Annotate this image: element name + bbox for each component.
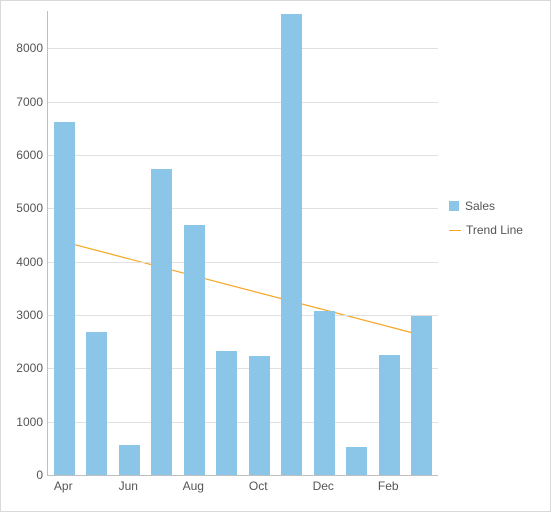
sales-chart: 0 1000 2000 3000 4000 5000 6000 7000 8000 Apr Jun… — [0, 0, 551, 512]
bar-apr — [54, 122, 75, 475]
legend-swatch-trend — [449, 230, 461, 231]
bar-nov — [281, 14, 302, 475]
legend-item-trend: Trend Line — [449, 223, 544, 237]
x-tick-label: Aug — [183, 479, 204, 493]
legend-swatch-sales — [449, 201, 459, 211]
y-tick-label: 6000 — [3, 148, 43, 162]
y-tick-label: 4000 — [3, 255, 43, 269]
grid-line — [48, 315, 438, 316]
x-tick-label: Dec — [313, 479, 334, 493]
y-tick-label: 5000 — [3, 201, 43, 215]
bar-dec — [314, 311, 335, 475]
bar-may — [86, 332, 107, 475]
grid-line — [48, 208, 438, 209]
bar-sep — [216, 351, 237, 475]
bar-jun — [119, 445, 140, 475]
y-tick-label: 8000 — [3, 41, 43, 55]
y-tick-label: 0 — [3, 468, 43, 482]
legend: Sales Trend Line — [449, 199, 544, 247]
y-tick-label: 1000 — [3, 415, 43, 429]
plot-area — [47, 11, 438, 476]
bar-jul — [151, 169, 172, 475]
x-tick-label: Feb — [378, 479, 399, 493]
bar-aug — [184, 225, 205, 475]
legend-item-sales: Sales — [449, 199, 544, 213]
y-tick-label: 2000 — [3, 361, 43, 375]
legend-label-trend: Trend Line — [466, 223, 523, 237]
x-axis: Apr Jun Aug Oct Dec Feb — [47, 477, 437, 505]
y-axis: 010002000300040005000600070008000 — [1, 11, 47, 475]
x-tick-label: Jun — [119, 479, 138, 493]
bar-feb — [379, 355, 400, 475]
grid-line — [48, 48, 438, 49]
legend-label-sales: Sales — [465, 199, 495, 213]
y-tick-label: 3000 — [3, 308, 43, 322]
x-tick-label: Apr — [54, 479, 73, 493]
trend-line — [64, 242, 422, 335]
y-tick-label: 7000 — [3, 95, 43, 109]
grid-line — [48, 102, 438, 103]
grid-line — [48, 155, 438, 156]
bar-oct — [249, 356, 270, 475]
grid-line — [48, 262, 438, 263]
x-tick-label: Oct — [249, 479, 268, 493]
bar-mar — [411, 316, 432, 475]
bar-jan — [346, 447, 367, 475]
